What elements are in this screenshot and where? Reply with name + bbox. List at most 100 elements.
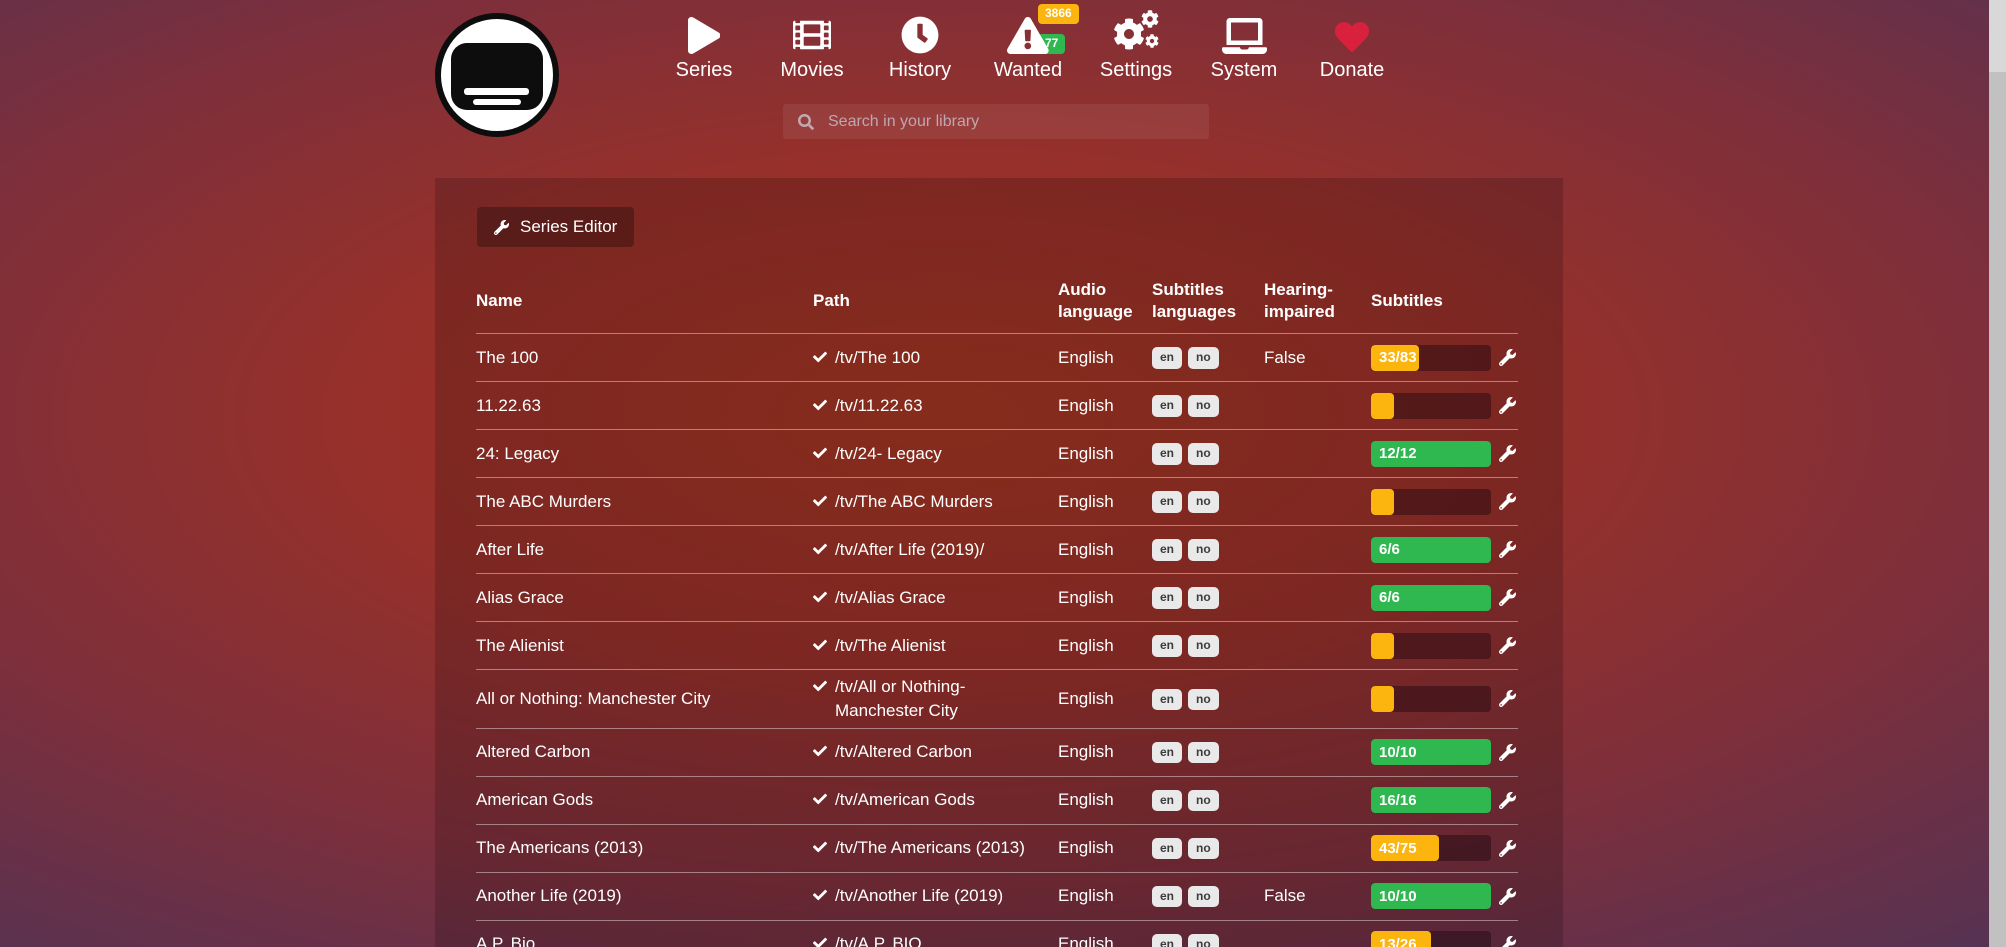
wrench-icon: [1499, 493, 1516, 510]
laptop-icon: [1221, 8, 1267, 54]
nav-item-movies[interactable]: Movies: [758, 8, 866, 81]
edit-series-button[interactable]: [1497, 395, 1518, 416]
audio-language-value: English: [1058, 635, 1114, 655]
edit-series-button[interactable]: [1497, 347, 1518, 368]
series-path-text: /tv/The Alienist: [835, 635, 946, 655]
subtitle-languages: en no: [1152, 586, 1264, 609]
progress-track: [1371, 488, 1491, 515]
subtitle-languages: en no: [1152, 346, 1264, 369]
header-hearing-impaired: Hearing-impaired: [1264, 279, 1335, 321]
subtitle-line: [473, 98, 521, 105]
hearing-impaired-value: False: [1264, 347, 1306, 367]
language-badge: en: [1152, 838, 1183, 860]
check-icon: [813, 840, 827, 854]
language-badge: no: [1188, 491, 1219, 513]
nav-label: Movies: [780, 59, 844, 81]
check-icon: [813, 590, 827, 604]
table-header: Name Path Audio language Subtitles langu…: [476, 271, 1518, 333]
language-badge: en: [1152, 491, 1183, 513]
edit-series-button[interactable]: [1497, 688, 1518, 709]
audio-language-value: English: [1058, 742, 1114, 762]
nav-item-system[interactable]: System: [1190, 8, 1298, 81]
subtitle-languages: en no: [1152, 538, 1264, 561]
progress-fill: 13/26: [1371, 931, 1431, 947]
series-path: /tv/The Alienist: [813, 634, 1058, 658]
nav-item-settings[interactable]: Settings: [1082, 8, 1190, 81]
scrollbar-thumb[interactable]: [1989, 0, 2006, 72]
nav-item-wanted[interactable]: 3866 77 Wanted: [974, 4, 1082, 81]
nav-label: Series: [675, 59, 733, 81]
progress-text: 6/6: [1379, 541, 1400, 558]
language-badge: en: [1152, 347, 1183, 369]
edit-series-button[interactable]: [1497, 491, 1518, 512]
search-input[interactable]: [826, 111, 1209, 132]
series-editor-button[interactable]: Series Editor: [477, 207, 635, 247]
subtitles-progress: 13/26: [1371, 931, 1496, 947]
main-nav: Series Movies History 3866 77 Wanted: [650, 4, 1406, 81]
table-row: The 100 /tv/The 100 English en no False 3…: [476, 333, 1518, 381]
edit-series-button[interactable]: [1497, 635, 1518, 656]
progress-text: 12/12: [1379, 445, 1417, 462]
series-path: /tv/The ABC Murders: [813, 490, 1058, 514]
language-badge: en: [1152, 539, 1183, 561]
subtitles-progress: [1371, 685, 1496, 712]
wrench-icon: [1499, 397, 1516, 414]
edit-series-button[interactable]: [1497, 790, 1518, 811]
edit-series-button[interactable]: [1497, 742, 1518, 763]
wrench-icon: [1499, 839, 1516, 857]
table-row: The Americans (2013) /tv/The Americans (…: [476, 823, 1518, 872]
nav-item-history[interactable]: History: [866, 8, 974, 81]
language-badge: no: [1188, 635, 1219, 657]
subtitles-progress: 10/10: [1371, 739, 1496, 766]
subtitle-line: [463, 88, 530, 96]
progress-track: 10/10: [1371, 883, 1491, 910]
series-path-text: /tv/24- Legacy: [835, 443, 942, 463]
header-subtitles: Subtitles: [1371, 290, 1443, 310]
language-badge: en: [1152, 587, 1183, 609]
progress-fill: [1371, 685, 1394, 712]
series-path: /tv/All or Nothing- Manchester City: [813, 675, 1058, 723]
nav-item-series[interactable]: Series: [650, 8, 758, 81]
subtitle-languages: en no: [1152, 885, 1264, 908]
language-badge: en: [1152, 443, 1183, 465]
check-icon: [813, 744, 827, 758]
language-badge: no: [1188, 347, 1219, 369]
series-path: /tv/11.22.63: [813, 394, 1058, 418]
scrollbar[interactable]: [1989, 0, 2006, 947]
edit-series-button[interactable]: [1497, 934, 1518, 947]
edit-series-button[interactable]: [1497, 838, 1518, 859]
table-row: Another Life (2019) /tv/Another Life (20…: [476, 871, 1518, 920]
progress-text: 10/10: [1379, 887, 1417, 905]
nav-label: History: [888, 59, 952, 81]
nav-item-donate[interactable]: Donate: [1298, 8, 1406, 81]
language-badge: no: [1188, 539, 1219, 561]
subtitle-languages: en no: [1152, 442, 1264, 465]
progress-text: 13/26: [1379, 935, 1417, 947]
edit-series-button[interactable]: [1497, 587, 1518, 608]
series-path: /tv/A.P. BIO: [813, 932, 1058, 947]
header-name: Name: [476, 290, 523, 310]
audio-language-value: English: [1058, 688, 1114, 708]
subtitles-progress: 10/10: [1371, 883, 1496, 910]
progress-fill: 6/6: [1371, 536, 1491, 563]
edit-series-button[interactable]: [1497, 886, 1518, 907]
series-path-text: /tv/11.22.63: [835, 395, 923, 415]
edit-series-button[interactable]: [1497, 539, 1518, 560]
progress-fill: 6/6: [1371, 584, 1491, 611]
series-name: American Gods: [476, 790, 594, 810]
progress-fill: 43/75: [1371, 835, 1440, 862]
table-row: The Alienist /tv/The Alienist English en…: [476, 621, 1518, 669]
header-audio-language: Audio language: [1058, 279, 1133, 321]
clock-icon: [901, 8, 939, 54]
language-badge: no: [1188, 838, 1219, 860]
check-icon: [813, 446, 827, 460]
bazarr-logo[interactable]: [435, 13, 559, 137]
table-row: Altered Carbon /tv/Altered Carbon Englis…: [476, 727, 1518, 776]
language-badge: en: [1152, 934, 1183, 947]
play-icon: [687, 8, 721, 54]
wrench-icon: [1499, 445, 1516, 462]
table-row: A.P. Bio /tv/A.P. BIO English en no 13/26: [476, 919, 1518, 947]
edit-series-button[interactable]: [1497, 443, 1518, 464]
progress-fill: 16/16: [1371, 787, 1491, 814]
series-editor-panel: Series Editor Name Path Audio language S…: [435, 178, 1563, 947]
